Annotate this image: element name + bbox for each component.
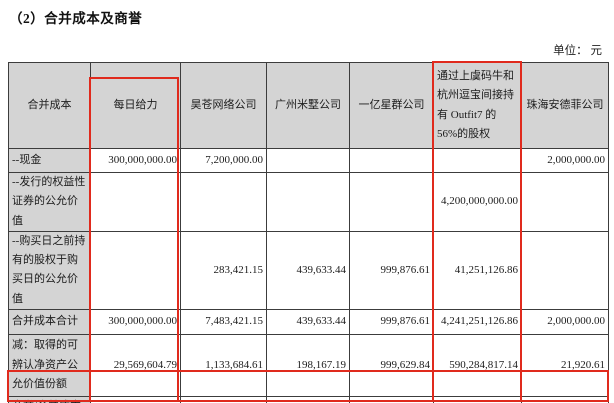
header-zhuhai-andefei: 珠海安德菲公司 — [521, 62, 609, 149]
cell-value: 439,633.44 — [266, 230, 350, 310]
table-row-equity-fair-value: --发行的权益性证券的公允价值 4,200,000,000.00 — [8, 172, 609, 232]
table-row-total-cost: 合并成本合计 300,000,000.00 7,483,421.15 439,6… — [8, 308, 609, 335]
cell-value — [90, 172, 181, 232]
table-row-prior-holding-fair-value: --购买日之前持有的股权于购买日的公允价值 283,421.15 439,633… — [8, 230, 609, 310]
row-label: 商誉/合并成本小 — [8, 395, 91, 403]
cell-value — [433, 148, 522, 173]
cell-value: 999,629.84 — [349, 333, 434, 397]
table-row-cash: --现金 300,000,000.00 7,200,000.00 2,000,0… — [8, 148, 609, 173]
cell-value — [521, 172, 609, 232]
cell-value: 41,251,126.86 — [433, 230, 522, 310]
cell-value: 283,421.15 — [180, 230, 267, 310]
cell-value — [180, 172, 267, 232]
cell-value: 21,920.61 — [521, 333, 609, 397]
cell-value: 241,466.25 — [266, 395, 350, 403]
cell-value: 300,000,000.00 — [90, 148, 181, 173]
cell-value: 3,650,966,309.72 — [433, 395, 522, 403]
header-meiri-geili: 每日给力 — [90, 62, 181, 149]
row-label: 合并成本合计 — [8, 308, 91, 335]
cell-value: 198,167.19 — [266, 333, 350, 397]
row-label: --发行的权益性证券的公允价值 — [8, 172, 91, 232]
cell-value — [521, 230, 609, 310]
cell-value: 439,633.44 — [266, 308, 350, 335]
cell-value — [266, 148, 350, 173]
cell-value: 1,133,684.61 — [180, 333, 267, 397]
header-haocang: 昊苍网络公司 — [180, 62, 267, 149]
cell-value: 7,483,421.15 — [180, 308, 267, 335]
cell-value: 246.77 — [349, 395, 434, 403]
cell-value: 29,569,604.79 — [90, 333, 181, 397]
section-title: （2）合并成本及商誉 — [9, 11, 143, 26]
header-merger-cost: 合并成本 — [8, 62, 91, 149]
cell-value: 590,284,817.14 — [433, 333, 522, 397]
cell-value: 999,876.61 — [349, 308, 434, 335]
row-label: --现金 — [8, 148, 91, 173]
cell-value: 1,978,079.39 — [521, 395, 609, 403]
merger-cost-table: 合并成本 每日给力 昊苍网络公司 广州米墅公司 一亿星群公司 通过上虞码牛和杭州… — [8, 62, 609, 403]
cell-value: 6,349,736.54 — [180, 395, 267, 403]
cell-value — [266, 172, 350, 232]
cell-value: 270,430,395.21 — [90, 395, 181, 403]
cell-value — [349, 172, 434, 232]
table-row-less-identifiable-net-assets: 减：取得的可辨认净资产公允价值份额 29,569,604.79 1,133,68… — [8, 333, 609, 397]
row-label: --购买日之前持有的股权于购买日的公允价值 — [8, 230, 91, 310]
table-header-row: 合并成本 每日给力 昊苍网络公司 广州米墅公司 一亿星群公司 通过上虞码牛和杭州… — [8, 62, 609, 149]
cell-value: 4,200,000,000.00 — [433, 172, 522, 232]
cell-value: 7,200,000.00 — [180, 148, 267, 173]
cell-value — [90, 230, 181, 310]
table-row-goodwill: 商誉/合并成本小 270,430,395.21 6,349,736.54 241… — [8, 395, 609, 403]
cell-value: 2,000,000.00 — [521, 308, 609, 335]
cell-value: 2,000,000.00 — [521, 148, 609, 173]
header-guangzhou-mishu: 广州米墅公司 — [266, 62, 350, 149]
row-label: 减：取得的可辨认净资产公允价值份额 — [8, 333, 91, 397]
cell-value: 4,241,251,126.86 — [433, 308, 522, 335]
header-yiyi-xingqun: 一亿星群公司 — [349, 62, 434, 149]
cell-value: 999,876.61 — [349, 230, 434, 310]
cell-value: 300,000,000.00 — [90, 308, 181, 335]
cell-value — [349, 148, 434, 173]
header-outfit7: 通过上虞码牛和杭州逗宝间接持有 Outfit7 的 56%的股权 — [433, 62, 522, 149]
unit-label: 单位： 元 — [553, 45, 602, 57]
